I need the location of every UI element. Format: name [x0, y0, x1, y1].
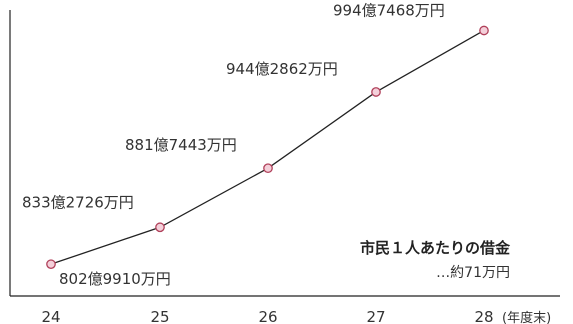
- data-point: [46, 259, 56, 270]
- data-point: [155, 222, 165, 233]
- data-labels: 802億9910万円 833億2726万円 881億7443万円 944億2862万円…: [22, 1, 445, 288]
- x-tick-label: 26: [258, 308, 277, 324]
- annotation: 市民１人あたりの借金 …約71万円: [360, 239, 511, 281]
- data-point: [371, 87, 381, 97]
- annotation-value: …約71万円: [436, 265, 510, 281]
- x-tick-label: 28: [474, 308, 493, 324]
- x-axis-unit-label: (年度末): [502, 310, 551, 324]
- x-tick-label: 27: [366, 308, 385, 324]
- data-label: 881億7443万円: [125, 136, 237, 154]
- data-label: 802億9910万円: [59, 270, 171, 288]
- data-label: 944億2862万円: [226, 60, 338, 78]
- annotation-title: 市民１人あたりの借金: [360, 239, 511, 257]
- data-point: [263, 163, 273, 174]
- data-points: [46, 25, 489, 270]
- data-point: [479, 25, 489, 36]
- axes: [9, 10, 560, 297]
- x-tick-labels: 24 25 26 27 28: [41, 308, 493, 324]
- data-label: 833億2726万円: [22, 193, 134, 211]
- x-tick-label: 24: [41, 308, 60, 324]
- data-label: 994億7468万円: [333, 1, 445, 19]
- x-tick-label: 25: [150, 308, 169, 324]
